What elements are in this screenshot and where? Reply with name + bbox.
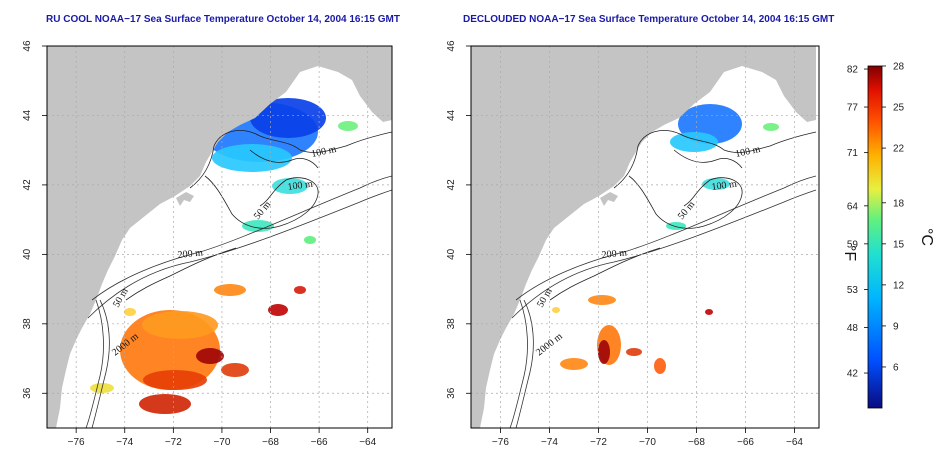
contour-label: 200 m: [601, 247, 628, 261]
y-tick-label: 38: [22, 318, 33, 330]
y-tick-label: 42: [22, 179, 33, 191]
x-tick-label: −68: [688, 437, 705, 448]
colorbar-gradient: [867, 65, 883, 409]
x-tick-label: −64: [786, 437, 803, 448]
y-tick-label: 40: [446, 248, 457, 260]
x-tick-label: −68: [262, 437, 279, 448]
contour-label: 100 m: [310, 144, 337, 160]
colorbar-ticks: 28 25 22 18 15 12 9 6 82 77 71 64 59 53 48 42: [847, 62, 905, 380]
x-tick-label: −66: [311, 437, 328, 448]
celsius-tick-label: 12: [893, 280, 905, 291]
fahrenheit-tick-label: 77: [847, 103, 859, 114]
fahrenheit-axis-label: °F: [841, 245, 858, 261]
celsius-tick-label: 15: [893, 239, 905, 250]
y-tick-label: 44: [22, 109, 33, 121]
x-tick-label: −70: [213, 437, 230, 448]
y-tick-label: 46: [446, 40, 457, 52]
y-tick-label: 38: [446, 318, 457, 330]
x-tick-label: −64: [359, 437, 376, 448]
y-tick-label: 46: [22, 40, 33, 52]
x-tick-label: −70: [639, 437, 656, 448]
contour-label: 100 m: [711, 179, 738, 193]
y-tick-label: 44: [446, 109, 457, 121]
celsius-tick-label: 22: [893, 144, 905, 155]
fahrenheit-tick-label: 64: [847, 201, 859, 212]
contour-label: 100 m: [287, 179, 314, 193]
map-frame: [470, 45, 820, 429]
right-map-title: DECLOUDED NOAA−17 Sea Surface Temperatur…: [463, 14, 834, 25]
x-tick-label: −72: [590, 437, 607, 448]
y-tick-label: 36: [446, 387, 457, 399]
left-map-title: RU COOL NOAA−17 Sea Surface Temperature …: [46, 14, 400, 25]
fahrenheit-tick-label: 82: [847, 65, 859, 76]
fahrenheit-tick-label: 53: [847, 285, 859, 296]
fahrenheit-tick-label: 59: [847, 239, 859, 250]
x-tick-label: −74: [116, 437, 133, 448]
celsius-axis-label: °C: [918, 228, 935, 246]
celsius-tick-label: 18: [893, 198, 905, 209]
y-tick-label: 42: [446, 179, 457, 191]
contour-label: 200 m: [177, 247, 204, 261]
x-tick-label: −72: [165, 437, 182, 448]
right-map-axes: −76 −74 −72 −70 −68 −66 −64 36 38 40 42 44 46: [446, 40, 820, 448]
x-tick-label: −76: [68, 437, 85, 448]
fahrenheit-tick-label: 42: [847, 369, 859, 380]
map-frame: [46, 45, 393, 429]
x-tick-label: −66: [737, 437, 754, 448]
celsius-tick-label: 25: [893, 103, 905, 114]
x-tick-label: −76: [492, 437, 509, 448]
fahrenheit-tick-label: 71: [847, 148, 859, 159]
celsius-tick-label: 9: [893, 321, 899, 332]
left-map-axes: −76 −74 −72 −70 −68 −66 −64 36 38 40 42 44 46: [22, 40, 393, 448]
colorbar: 28 25 22 18 15 12 9 6 82 77 71 64 59 53 48 42 °F °C: [841, 62, 935, 409]
contour-label: 100 m: [734, 144, 761, 160]
x-tick-label: −74: [541, 437, 558, 448]
y-tick-label: 40: [22, 248, 33, 260]
celsius-tick-label: 6: [893, 362, 899, 373]
fahrenheit-tick-label: 48: [847, 323, 859, 334]
y-tick-label: 36: [22, 387, 33, 399]
celsius-tick-label: 28: [893, 62, 905, 73]
